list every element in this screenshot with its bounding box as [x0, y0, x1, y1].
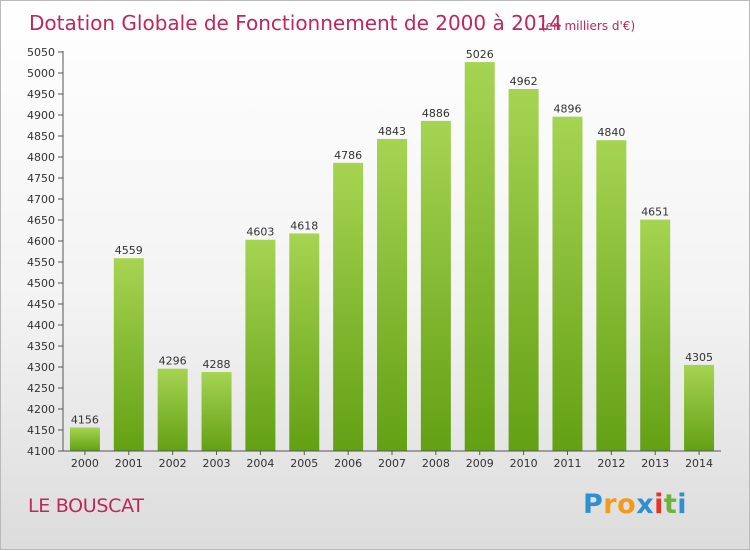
x-tick-label-2007: 2007 [378, 457, 406, 470]
chart-title: Dotation Globale de Fonctionnement de 20… [29, 11, 562, 35]
y-tick-label: 4550 [27, 256, 55, 269]
x-tick-label-2006: 2006 [334, 457, 362, 470]
x-tick-label-2004: 2004 [246, 457, 274, 470]
y-tick-label: 5000 [27, 67, 55, 80]
data-label-2000: 4156 [71, 413, 99, 426]
y-tick-label: 4400 [27, 319, 55, 332]
x-tick-label-2009: 2009 [466, 457, 494, 470]
data-label-2006: 4786 [334, 149, 362, 162]
commune-name: LE BOUSCAT [28, 495, 144, 517]
data-label-2002: 4296 [159, 355, 187, 368]
bar-2002 [157, 368, 188, 451]
y-tick-label: 4450 [27, 298, 55, 311]
data-label-2001: 4559 [115, 244, 143, 257]
bar-2000 [69, 427, 100, 451]
logo-letter: P [583, 489, 604, 520]
x-tick-label-2003: 2003 [203, 457, 231, 470]
x-tick-label-2010: 2010 [510, 457, 538, 470]
y-tick-label: 4850 [27, 130, 55, 143]
data-label-2003: 4288 [203, 358, 231, 371]
y-tick-label: 4950 [27, 88, 55, 101]
y-tick-label: 4750 [27, 172, 55, 185]
y-tick-label: 4150 [27, 424, 55, 437]
data-label-2014: 4305 [685, 351, 713, 364]
x-tick-label-2014: 2014 [685, 457, 713, 470]
logo-letter: o [617, 489, 637, 520]
logo-letter: t [663, 489, 678, 520]
bar-2004 [245, 239, 276, 451]
y-tick-label: 4800 [27, 151, 55, 164]
bar-2013 [640, 219, 671, 451]
y-tick-label: 5050 [27, 46, 55, 59]
data-label-2013: 4651 [641, 206, 669, 219]
data-label-2005: 4618 [290, 219, 318, 232]
y-tick-label: 4100 [27, 445, 55, 458]
chart-subtitle: (en milliers d'€) [541, 19, 635, 33]
bar-2011 [552, 116, 583, 452]
bar-2007 [377, 138, 407, 451]
proxiti-logo[interactable]: Proxiti [583, 489, 687, 520]
x-tick-label-2008: 2008 [422, 457, 450, 470]
bar-2008 [420, 120, 451, 451]
logo-letter: x [636, 489, 655, 520]
y-axis: 4100 4150 4200 4250 4300 4350 4400 4450 4500 4550… [27, 46, 64, 458]
bar-2014 [684, 364, 715, 451]
y-tick-label: 4500 [27, 277, 55, 290]
data-label-2010: 4962 [510, 75, 538, 88]
y-tick-label: 4600 [27, 235, 55, 248]
y-tick-label: 4200 [27, 403, 55, 416]
y-tick-label: 4700 [27, 193, 55, 206]
x-tick-label-2011: 2011 [553, 457, 581, 470]
bar-2003 [201, 372, 232, 451]
bar-2005 [289, 233, 320, 451]
x-tick-label-2002: 2002 [159, 457, 187, 470]
data-label-2011: 4896 [553, 103, 581, 116]
y-tick-label: 4350 [27, 340, 55, 353]
x-tick-label-2001: 2001 [115, 457, 143, 470]
x-tick-label-2013: 2013 [641, 457, 669, 470]
data-label-2012: 4840 [597, 126, 625, 139]
bar-2009 [464, 62, 495, 451]
bars: 4156 4559 4296 4288 4603 4618 4786 4843 4886 5026… [69, 48, 715, 452]
x-tick-label-2005: 2005 [290, 457, 318, 470]
logo-letter: i [677, 489, 688, 520]
logo-letter: r [603, 489, 618, 520]
logo-letter: i [654, 489, 664, 520]
y-tick-label: 4300 [27, 361, 55, 374]
bar-2010 [508, 88, 539, 452]
y-tick-label: 4250 [27, 382, 55, 395]
data-label-2009: 5026 [466, 48, 494, 61]
y-tick-label: 4650 [27, 214, 55, 227]
x-tick-label-2012: 2012 [597, 457, 625, 470]
y-tick-label: 4900 [27, 109, 55, 122]
data-label-2004: 4603 [246, 226, 274, 239]
data-label-2008: 4886 [422, 107, 450, 120]
bar-2001 [113, 258, 144, 451]
x-axis: 2000 2001 2002 2003 2004 2005 2006 2007 2008 2009… [63, 450, 721, 470]
bar-2012 [596, 140, 627, 451]
data-label-2007: 4843 [378, 125, 406, 138]
x-tick-label-2000: 2000 [71, 457, 99, 470]
bar-2006 [333, 162, 364, 451]
